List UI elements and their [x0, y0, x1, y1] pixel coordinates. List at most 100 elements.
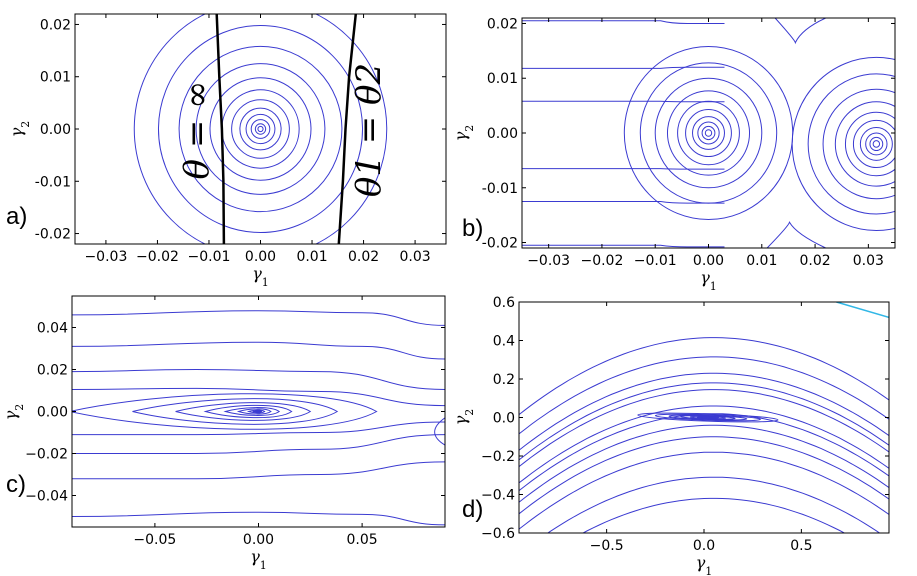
flow-curve	[519, 436, 889, 515]
boundary-theta-infinity	[215, 14, 226, 244]
x-tick-label: −0.03	[84, 249, 127, 265]
orbit	[637, 412, 779, 423]
x-axis-label: γ1	[252, 264, 269, 289]
contour-circle	[257, 125, 264, 133]
streamline	[522, 20, 725, 24]
x-tick-label: 0.05	[347, 532, 378, 548]
contour-circle-2	[859, 127, 893, 161]
contour-circle-1	[666, 90, 751, 176]
edge-orbit	[434, 417, 445, 446]
streamline	[522, 168, 725, 170]
x-tick-label: 0.02	[799, 253, 830, 269]
contour-circle	[209, 77, 312, 181]
y-tick-label: 0.00	[40, 122, 71, 138]
contour-circle-2	[872, 140, 881, 148]
boundary-theta1-theta2	[337, 14, 358, 244]
contour-circle-2	[822, 88, 895, 200]
orbit	[246, 409, 266, 414]
flow-curve	[519, 451, 889, 530]
x-tick-label: −0.02	[580, 253, 623, 269]
y-axis-label: γ2	[451, 409, 476, 426]
separatrix-top	[774, 18, 826, 45]
flow-curve	[519, 356, 889, 435]
contour-circle-1	[654, 77, 763, 189]
orbit	[668, 414, 748, 421]
streamline	[72, 341, 445, 360]
y-tick-label: −0.4	[481, 488, 515, 504]
y-tick-label: -0.02	[35, 227, 71, 243]
x-tick-label: −0.02	[136, 249, 179, 265]
y-tick-label: −0.02	[25, 447, 68, 463]
y-tick-label: −0.2	[481, 449, 515, 465]
y-tick-label: -0.01	[35, 174, 71, 190]
contour-circle	[245, 113, 276, 145]
y-tick-label: 0.02	[40, 17, 71, 33]
y-tick-label: -0.01	[482, 181, 518, 197]
center-point	[701, 416, 714, 419]
contour-circle-2	[852, 119, 895, 168]
plot-frame	[74, 13, 447, 245]
annotation-theta1-theta2: θ1 = θ2	[349, 63, 389, 197]
x-tick-label: −0.05	[133, 532, 176, 548]
plot-area	[72, 310, 445, 526]
separatrix-bottom	[766, 220, 826, 248]
contour-circle	[178, 45, 343, 213]
y-tick-label: −0.6	[481, 526, 515, 542]
flow-curve	[519, 382, 889, 461]
streamline	[72, 310, 445, 326]
contour-circle-1	[623, 45, 794, 221]
contour-circle	[195, 63, 326, 195]
streamline	[72, 421, 445, 436]
x-tick-label: 0.00	[693, 253, 724, 269]
streamline	[522, 200, 725, 204]
orbit	[236, 408, 272, 415]
x-axis-label: γ1	[250, 547, 267, 572]
plot-frame	[521, 17, 896, 249]
contour-circle	[157, 25, 364, 233]
contour-circle-1	[692, 116, 725, 150]
contour-circle	[239, 107, 282, 151]
x-tick-label: 0.01	[746, 253, 777, 269]
orbit	[223, 407, 281, 416]
y-tick-label: 0.04	[37, 321, 68, 337]
streamline	[522, 66, 725, 69]
x-tick-label: 0.5	[790, 538, 812, 554]
panel-letter: d)	[462, 496, 483, 523]
x-tick-label: 0.01	[296, 249, 327, 265]
contour-circle	[231, 99, 290, 159]
streamline	[72, 368, 445, 390]
streamline	[72, 461, 445, 480]
contour-circle	[254, 123, 267, 135]
panel-1: θ = ∞ θ1 = θ2 −0.03 −0.02 −0.01 0.00 0.01 0.02 0…	[6, 13, 447, 289]
streamline	[522, 100, 725, 103]
y-axis-label: γ2	[451, 125, 476, 142]
annotation-theta-infinity: θ = ∞	[177, 81, 217, 180]
flow-curve	[547, 476, 881, 533]
contour-circle-1	[677, 100, 740, 166]
streamline	[72, 434, 445, 455]
x-tick-label: −0.01	[188, 249, 231, 265]
y-tick-label: -0.02	[482, 236, 518, 252]
y-axis-label: γ2	[7, 121, 32, 138]
flow-curve	[582, 497, 846, 533]
contour-circle-1	[697, 121, 720, 145]
y-tick-label: 0.01	[487, 71, 518, 87]
flow-curve	[519, 424, 889, 503]
panel-3: −0.05 0.00 0.05 0.04 0.02 0.00 −0.02 −0.04 γ1 γ2 c…	[1, 295, 446, 572]
flow-curve	[519, 337, 889, 415]
contour-circle-1	[685, 108, 732, 158]
orbit	[654, 413, 761, 422]
panel-letter: b)	[462, 215, 483, 242]
x-tick-label: 0.03	[853, 253, 884, 269]
panel-4: −0.5 0.0 0.5 0.6 0.4 0.2 0.0 −0.2 −0.4 −0.6 γ1 γ2 d)	[451, 295, 890, 576]
y-tick-label: 0.00	[487, 126, 518, 142]
orbit	[175, 402, 312, 421]
x-tick-label: 0.0	[693, 538, 715, 554]
accent-curve	[836, 302, 889, 319]
y-tick-label: 0.6	[493, 295, 515, 311]
orbit	[72, 393, 378, 430]
x-tick-label: −0.01	[634, 253, 677, 269]
streamline	[72, 387, 445, 407]
contour-circle-2	[844, 111, 895, 177]
contour-circle-2	[869, 136, 884, 152]
